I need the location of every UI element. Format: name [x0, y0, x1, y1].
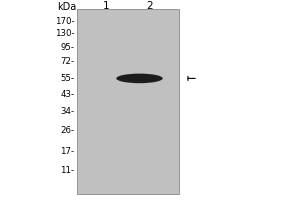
- Text: 72-: 72-: [60, 57, 74, 66]
- Text: kDa: kDa: [57, 2, 76, 12]
- Text: 130-: 130-: [55, 28, 74, 38]
- Bar: [76, 9, 178, 194]
- Text: 43-: 43-: [60, 90, 74, 99]
- Text: 2: 2: [147, 1, 153, 11]
- Text: 34-: 34-: [60, 107, 74, 116]
- Text: 1: 1: [103, 1, 110, 11]
- Text: 11-: 11-: [60, 166, 74, 175]
- Text: 95-: 95-: [60, 43, 74, 52]
- Text: 26-: 26-: [60, 126, 74, 135]
- Text: 170-: 170-: [55, 17, 74, 25]
- Text: 17-: 17-: [60, 147, 74, 156]
- Ellipse shape: [116, 74, 163, 83]
- Text: 55-: 55-: [60, 74, 74, 83]
